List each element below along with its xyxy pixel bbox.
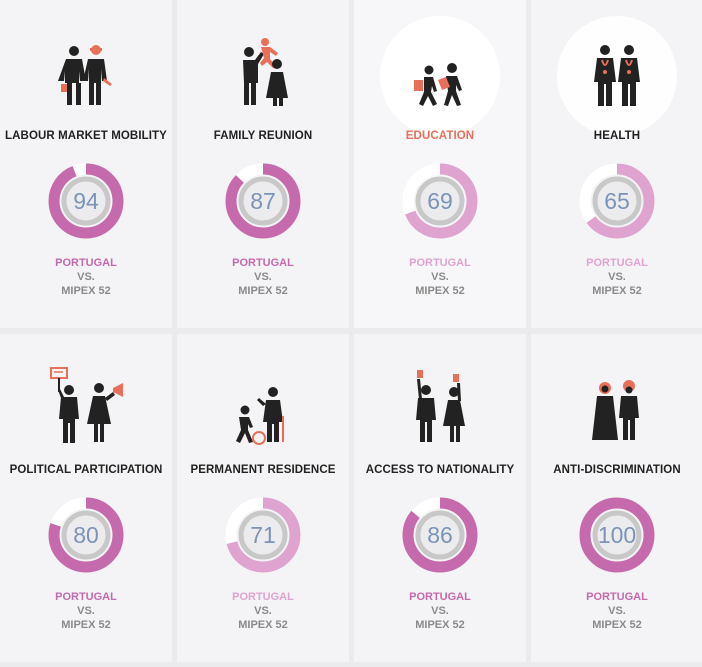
donut-inner-ring	[61, 176, 111, 226]
card-title: FAMILY REUNION	[213, 130, 313, 142]
score-donut: 71	[225, 497, 301, 573]
score-value: 65	[604, 188, 630, 214]
voters-icon	[354, 364, 526, 454]
score-value: 69	[427, 188, 453, 214]
country-label: PORTUGAL	[409, 591, 471, 603]
card-title: ANTI-DISCRIMINATION	[553, 464, 681, 476]
donut-value-arc	[402, 497, 478, 573]
score-donut: 100	[579, 497, 655, 573]
country-label: PORTUGAL	[586, 591, 648, 603]
card-anti-discrimination[interactable]: ANTI-DISCRIMINATION 100 PORTUGAL VS. MIP…	[531, 334, 702, 662]
vs-label: VS.	[431, 605, 449, 617]
doctors-icon	[531, 16, 702, 136]
card-title: LABOUR MARKET MOBILITY	[5, 130, 167, 142]
donut-value-arc	[402, 163, 478, 239]
card-health[interactable]: HEALTH 65 PORTUGAL VS. MIPEX 52	[531, 0, 702, 328]
diverse-people-icon	[531, 364, 702, 454]
mipex-average-label: MIPEX 52	[592, 619, 642, 631]
students-icon	[354, 16, 526, 136]
donut-inner-ring	[592, 510, 642, 560]
score-donut: 65	[579, 163, 655, 239]
donut-value-arc	[225, 163, 301, 239]
score-value: 86	[427, 522, 453, 548]
country-label: PORTUGAL	[55, 591, 117, 603]
score-donut: 86	[402, 497, 478, 573]
vs-label: VS.	[254, 271, 272, 283]
card-family-reunion[interactable]: FAMILY REUNION 87 PORTUGAL VS. MIPEX 52	[177, 0, 349, 328]
card-labour-market-mobility[interactable]: LABOUR MARKET MOBILITY 94 PORTUGAL VS. M…	[0, 0, 172, 328]
card-access-to-nationality[interactable]: ACCESS TO NATIONALITY 86 PORTUGAL VS. MI…	[354, 334, 526, 662]
protesters-icon	[0, 364, 172, 454]
score-donut: 80	[48, 497, 124, 573]
mipex-average-label: MIPEX 52	[61, 619, 111, 631]
card-permanent-residence[interactable]: PERMANENT RESIDENCE 71 PORTUGAL VS. MIPE…	[177, 334, 349, 662]
card-title: HEALTH	[593, 130, 641, 142]
country-label: PORTUGAL	[232, 257, 294, 269]
donut-inner-ring	[61, 510, 111, 560]
donut-inner-ring	[415, 510, 465, 560]
vs-label: VS.	[254, 605, 272, 617]
card-title: POLITICAL PARTICIPATION	[9, 464, 163, 476]
residents-icon	[177, 364, 349, 454]
family-icon	[177, 30, 349, 120]
donut-inner-ring	[238, 176, 288, 226]
score-value: 80	[73, 522, 99, 548]
vs-label: VS.	[77, 605, 95, 617]
mipex-average-label: MIPEX 52	[415, 619, 465, 631]
hover-halo	[557, 16, 677, 136]
score-value: 87	[250, 188, 276, 214]
country-label: PORTUGAL	[232, 591, 294, 603]
card-title: PERMANENT RESIDENCE	[190, 464, 336, 476]
donut-inner-ring	[415, 176, 465, 226]
vs-label: VS.	[608, 605, 626, 617]
card-education[interactable]: EDUCATION 69 PORTUGAL VS. MIPEX 52	[354, 0, 526, 328]
donut-inner-ring	[238, 510, 288, 560]
card-title: EDUCATION	[405, 130, 475, 142]
donut-value-arc	[225, 497, 301, 573]
mipex-average-label: MIPEX 52	[415, 285, 465, 297]
country-label: PORTUGAL	[409, 257, 471, 269]
score-donut: 94	[48, 163, 124, 239]
mipex-average-label: MIPEX 52	[61, 285, 111, 297]
donut-value-arc	[579, 163, 655, 239]
score-donut: 87	[225, 163, 301, 239]
card-title: ACCESS TO NATIONALITY	[365, 464, 515, 476]
vs-label: VS.	[77, 271, 95, 283]
country-label: PORTUGAL	[55, 257, 117, 269]
workers-icon	[0, 30, 172, 120]
vs-label: VS.	[608, 271, 626, 283]
score-value: 94	[73, 188, 99, 214]
donut-inner-ring	[592, 176, 642, 226]
card-political-participation[interactable]: POLITICAL PARTICIPATION 80 PORTUGAL VS. …	[0, 334, 172, 662]
score-value: 100	[597, 522, 637, 548]
mipex-average-label: MIPEX 52	[592, 285, 642, 297]
donut-value-arc	[48, 497, 124, 573]
mipex-average-label: MIPEX 52	[238, 619, 288, 631]
vs-label: VS.	[431, 271, 449, 283]
donut-value-arc	[579, 497, 655, 573]
score-value: 71	[250, 522, 276, 548]
hover-halo	[380, 16, 500, 136]
donut-value-arc	[48, 163, 124, 239]
score-donut: 69	[402, 163, 478, 239]
country-label: PORTUGAL	[586, 257, 648, 269]
mipex-average-label: MIPEX 52	[238, 285, 288, 297]
